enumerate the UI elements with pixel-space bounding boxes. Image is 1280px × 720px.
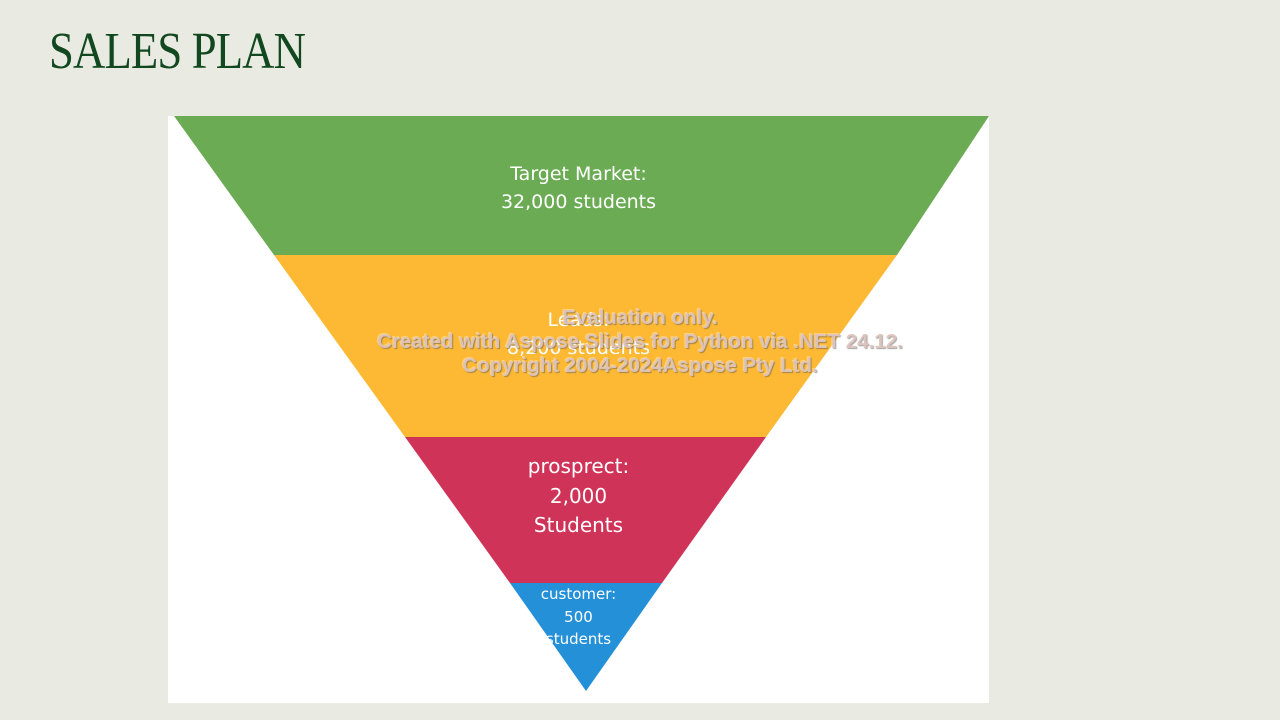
- funnel-stage-prospect: [405, 437, 766, 583]
- stage-label-line: 32,000 students: [500, 191, 657, 213]
- stage-label-line: 2,000: [549, 483, 608, 508]
- stage-label-line: Leads:: [547, 309, 610, 331]
- stage-label-customer: customer: 500 students: [168, 583, 989, 651]
- stage-label-line: prosprect:: [527, 454, 630, 478]
- funnel-diagram: Target Market: 32,000 students Leads: 8,…: [168, 116, 989, 703]
- funnel-stage-target-market: [174, 116, 989, 255]
- stage-label-line: Target Market:: [510, 163, 647, 185]
- stage-label-line: customer:: [540, 585, 617, 603]
- slide-title: SALES PLAN: [49, 23, 306, 80]
- stage-label-line: Students: [533, 513, 624, 537]
- funnel-stage-customer: [510, 583, 662, 691]
- stage-label-line: 8,200 students: [507, 337, 650, 359]
- funnel-stage-leads: [274, 255, 897, 437]
- stage-label-line: 500: [564, 607, 593, 626]
- stage-label-target-market: Target Market: 32,000 students: [168, 160, 989, 216]
- funnel-graphic: [174, 116, 989, 691]
- stage-label-prospect: prosprect: 2,000 Students: [168, 452, 989, 541]
- stage-label-leads: Leads: 8,200 students: [168, 306, 989, 362]
- stage-label-line: students: [545, 630, 612, 648]
